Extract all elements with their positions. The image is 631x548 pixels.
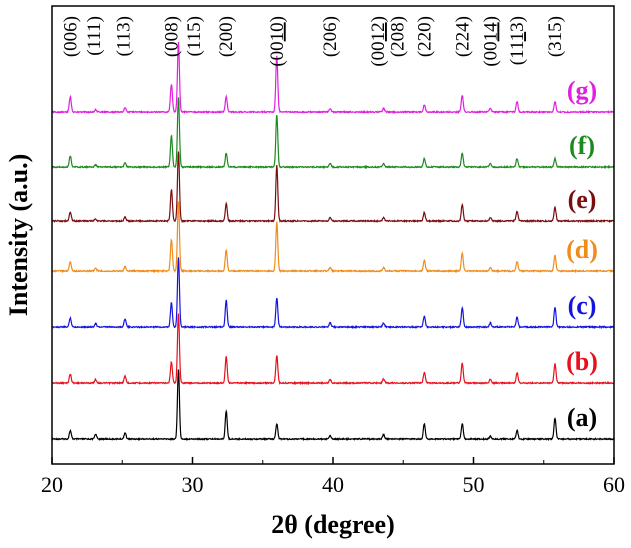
x-axis-title: 2θ (degree) (271, 510, 395, 539)
series-label-a: (a) (567, 403, 597, 432)
series-label-f: (f) (569, 131, 595, 160)
series-line-a (51, 369, 615, 442)
peak-label-111: (111) (84, 16, 105, 56)
series-label-b: (b) (566, 347, 598, 376)
y-axis-title: Intensity (a.u.) (4, 154, 33, 317)
series-label-e: (e) (568, 185, 597, 214)
peak-label-220: (220) (414, 16, 435, 57)
x-tick-label-30: 30 (182, 472, 204, 497)
peak-label-224: (224) (452, 16, 473, 57)
x-tick-label-60: 60 (603, 472, 625, 497)
peak-label-206: (206) (320, 16, 341, 57)
peak-label-200: (200) (216, 16, 237, 57)
x-tick-label-50: 50 (463, 472, 485, 497)
series-line-b (51, 313, 615, 386)
series-group (51, 41, 615, 442)
series-label-c: (c) (568, 291, 597, 320)
series-labels: (a) (b) (c) (d) (e) (f) (g) (566, 76, 598, 432)
x-ticks: 20 30 40 50 60 (41, 457, 625, 497)
peak-label-0012: (0012) (368, 16, 389, 67)
peak-label-0010: (0010) (267, 16, 288, 67)
peak-labels: (006) (111) (113) (008) (115) (200) (0010) (206… (60, 16, 566, 67)
x-tick-label-40: 40 (322, 472, 344, 497)
peak-label-315: (315) (545, 16, 566, 57)
peak-label-008: (008) (161, 16, 182, 57)
peak-label-115: (115) (184, 16, 205, 56)
peak-label-1113: (1113) (507, 16, 528, 65)
series-line-c (51, 257, 615, 330)
series-line-e (51, 151, 615, 224)
peak-label-113: (113) (114, 16, 135, 56)
peak-label-0014: (0014) (480, 16, 501, 67)
series-label-g: (g) (567, 76, 597, 105)
series-line-d (51, 201, 615, 274)
peak-label-208: (208) (388, 16, 409, 57)
x-tick-label-20: 20 (41, 472, 63, 497)
series-label-d: (d) (566, 235, 598, 264)
series-line-g (51, 41, 615, 115)
peak-label-006: (006) (60, 16, 81, 57)
plot-frame (51, 5, 615, 465)
series-line-f (51, 97, 615, 170)
